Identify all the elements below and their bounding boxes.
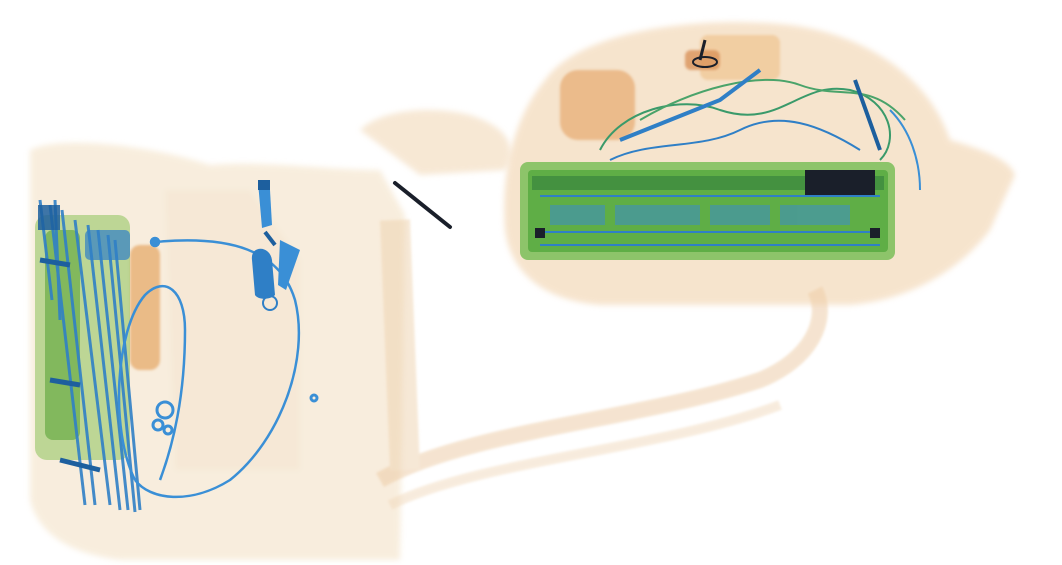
connecting-strap (376, 219, 828, 510)
charger-block (130, 35, 780, 370)
rings (151, 393, 319, 436)
tangled-wires (599, 39, 921, 191)
keys (251, 180, 300, 311)
cable-loop (117, 236, 301, 499)
keyboard (520, 162, 895, 260)
pen-rod (393, 181, 452, 229)
umbrella-bundle (35, 199, 142, 513)
